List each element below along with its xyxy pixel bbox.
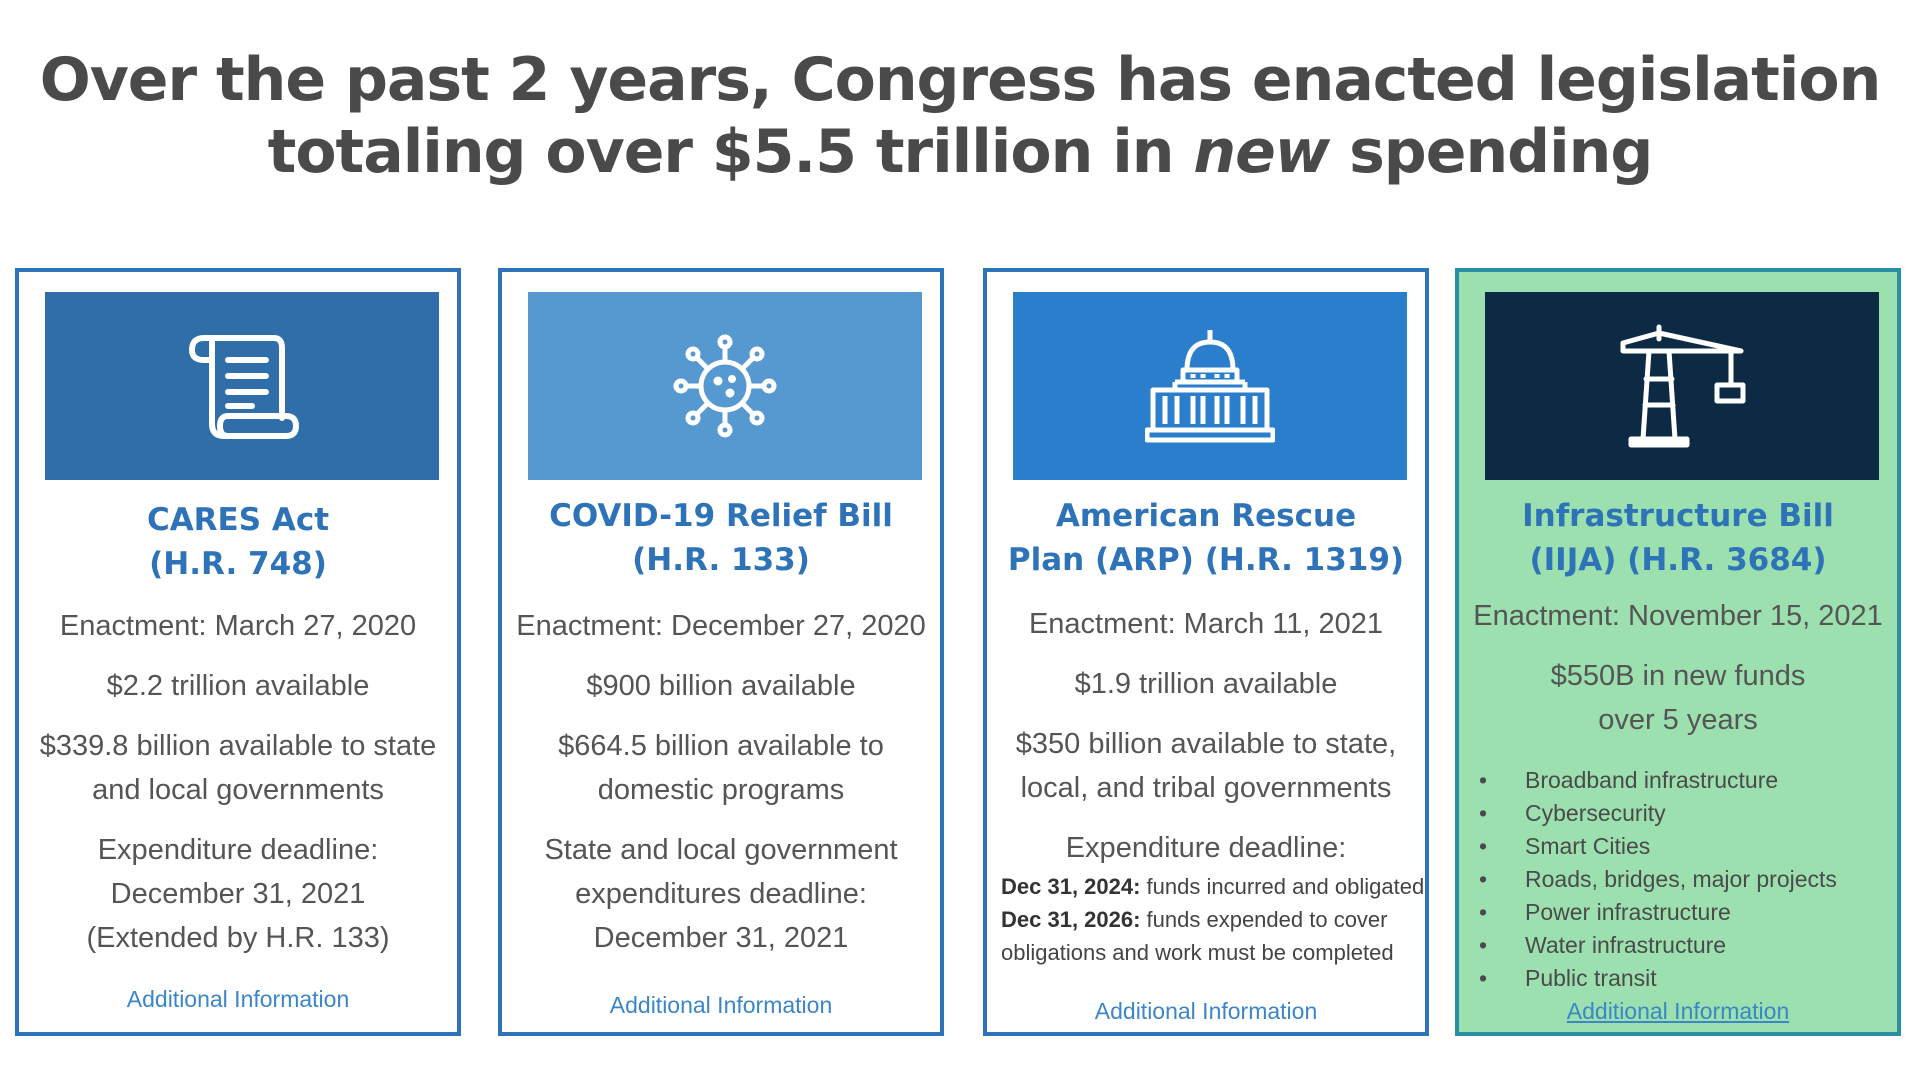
title-line: COVID-19 Relief Bill	[549, 498, 893, 534]
deadline-line: (Extended by H.R. 133)	[86, 922, 390, 954]
card-covid-relief: COVID-19 Relief Bill (H.R. 133) Enactmen…	[498, 268, 944, 1036]
amount-available: $900 billion available	[586, 670, 856, 702]
enactment-date: Enactment: December 27, 2020	[516, 610, 926, 642]
deadline-line: State and local government	[544, 834, 898, 866]
virus-icon	[670, 331, 780, 441]
list-item: Water infrastructure	[1459, 929, 1897, 962]
list-item: Smart Cities	[1459, 830, 1897, 863]
card-title: COVID-19 Relief Bill (H.R. 133)	[502, 494, 940, 582]
deadline-line: Expenditure deadline:	[97, 834, 379, 866]
deadline-text: funds expended to cover	[1140, 907, 1388, 932]
card-body: Enactment: December 27, 2020 $900 billio…	[502, 604, 940, 976]
banner-covid-relief	[528, 292, 922, 480]
enactment-date: Enactment: March 11, 2021	[1028, 608, 1384, 640]
deadline-line: December 31, 2021	[110, 878, 366, 910]
capitol-icon	[1145, 326, 1275, 446]
detail-line: $339.8 billion available to state	[39, 730, 437, 762]
card-body: Enactment: November 15, 2021 $550B in ne…	[1459, 594, 1897, 995]
enactment-date: Enactment: March 27, 2020	[59, 610, 417, 642]
title-line: (H.R. 133)	[632, 542, 810, 578]
detail-line: local, and tribal governments	[1020, 772, 1392, 804]
crane-icon	[1617, 321, 1747, 451]
title-line: (H.R. 748)	[149, 546, 327, 582]
list-item: Broadband infrastructure	[1459, 764, 1897, 797]
enactment-date: Enactment: November 15, 2021	[1473, 600, 1883, 632]
title-line: Infrastructure Bill	[1522, 498, 1834, 534]
additional-info-link[interactable]: Additional Information	[126, 986, 350, 1012]
headline-line-2-end: spending	[1329, 117, 1653, 187]
detail-line: $664.5 billion available to	[558, 730, 884, 762]
deadline-heading: Expenditure deadline:	[1065, 832, 1347, 864]
detail-line: and local governments	[92, 774, 384, 806]
amount-available: $2.2 trillion available	[106, 670, 370, 702]
card-title: CARES Act (H.R. 748)	[19, 498, 457, 586]
card-body: Enactment: March 11, 2021 $1.9 trillion …	[987, 602, 1425, 969]
card-infrastructure-bill: Infrastructure Bill (IIJA) (H.R. 3684) E…	[1455, 268, 1901, 1036]
title-line: CARES Act	[146, 502, 330, 538]
card-cares-act: CARES Act (H.R. 748) Enactment: March 27…	[15, 268, 461, 1036]
banner-american-rescue-plan	[1013, 292, 1407, 480]
list-item: Power infrastructure	[1459, 896, 1897, 929]
deadline-details: Dec 31, 2024: funds incurred and obligat…	[987, 870, 1425, 969]
deadline-line: December 31, 2021	[593, 922, 849, 954]
additional-info-link[interactable]: Additional Information	[609, 992, 833, 1018]
deadline-2026-cont: obligations and work must be completed	[1001, 940, 1394, 965]
additional-info-link[interactable]: Additional Information	[1566, 998, 1790, 1024]
banner-cares-act	[45, 292, 439, 480]
deadline-2024: Dec 31, 2024: funds incurred and obligat…	[1001, 870, 1425, 903]
program-list: Broadband infrastructure Cybersecurity S…	[1459, 764, 1897, 995]
title-line: American Rescue	[1055, 498, 1357, 534]
page-headline: Over the past 2 years, Congress has enac…	[0, 44, 1920, 188]
headline-line-2-start: totaling over $5.5 trillion in	[267, 117, 1194, 187]
detail-line: $350 billion available to state,	[1015, 728, 1397, 760]
deadline-date: Dec 31, 2024:	[1001, 874, 1141, 899]
title-line: (IIJA) (H.R. 3684)	[1529, 542, 1827, 578]
card-title: Infrastructure Bill (IIJA) (H.R. 3684)	[1459, 494, 1897, 582]
list-item: Roads, bridges, major projects	[1459, 863, 1897, 896]
title-line: Plan (ARP) (H.R. 1319)	[1007, 542, 1405, 578]
deadline-2026: Dec 31, 2026: funds expended to cover	[1001, 903, 1425, 936]
amount-available: $1.9 trillion available	[1074, 668, 1338, 700]
headline-emphasis: new	[1193, 117, 1330, 187]
headline-line-1: Over the past 2 years, Congress has enac…	[39, 45, 1882, 115]
detail-line: domestic programs	[597, 774, 845, 806]
list-item: Public transit	[1459, 962, 1897, 995]
headline-line-2: totaling over $5.5 trillion in new spend…	[0, 116, 1920, 188]
card-american-rescue-plan: American Rescue Plan (ARP) (H.R. 1319) E…	[983, 268, 1429, 1036]
deadline-line: expenditures deadline:	[575, 878, 867, 910]
additional-info-link[interactable]: Additional Information	[1094, 998, 1318, 1024]
card-body: Enactment: March 27, 2020 $2.2 trillion …	[19, 604, 457, 976]
scroll-icon	[182, 326, 302, 446]
funds-line: $550B in new funds	[1550, 660, 1806, 692]
deadline-date: Dec 31, 2026:	[1001, 907, 1141, 932]
funds-line: over 5 years	[1598, 704, 1758, 736]
card-title: American Rescue Plan (ARP) (H.R. 1319)	[987, 494, 1425, 582]
list-item: Cybersecurity	[1459, 797, 1897, 830]
deadline-text: funds incurred and obligated	[1140, 874, 1425, 899]
banner-infrastructure-bill	[1485, 292, 1879, 480]
